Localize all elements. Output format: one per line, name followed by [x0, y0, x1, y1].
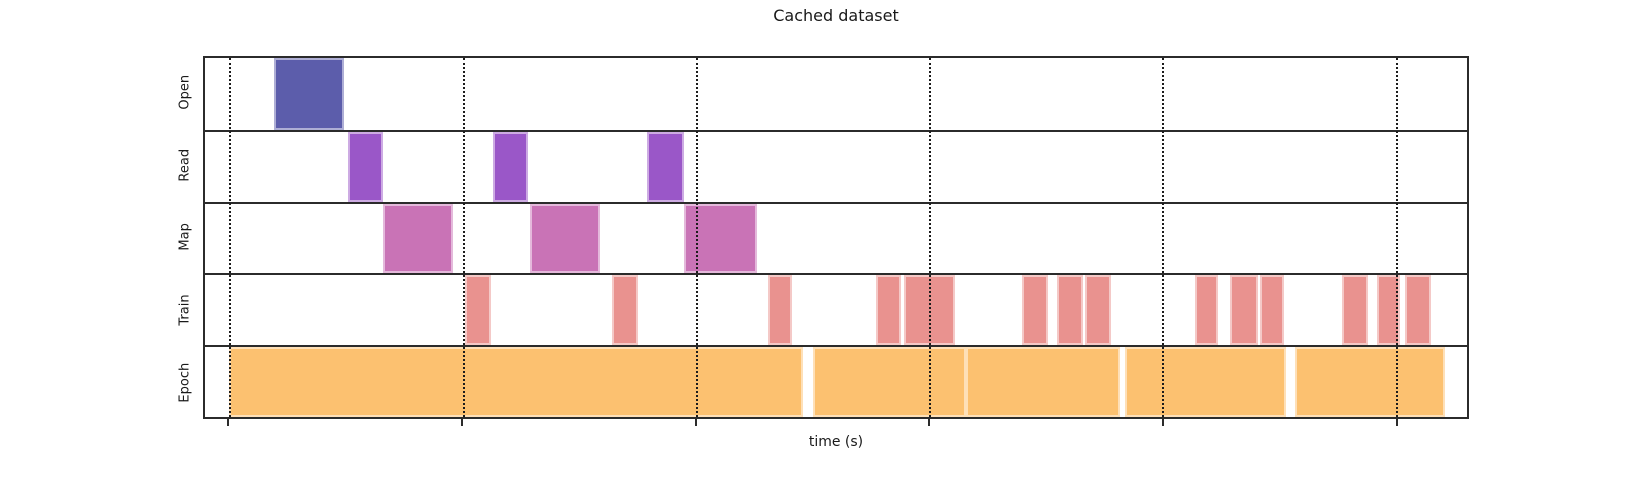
timeline-bar-train-13 [1404, 275, 1431, 346]
x-tick-2 [694, 419, 697, 426]
row-label-epoch: Epoch [177, 362, 193, 403]
row-band-open [205, 58, 1467, 130]
plot-area [203, 56, 1469, 419]
timeline-bar-train-10 [1260, 275, 1284, 346]
timeline-bar-read-1 [493, 131, 528, 202]
timeline-bar-train-8 [1195, 275, 1219, 346]
timeline-bar-train-7 [1085, 275, 1112, 346]
timeline-bar-train-2 [768, 275, 792, 346]
timeline-bar-train-11 [1341, 275, 1368, 346]
timeline-bar-map-0 [383, 203, 454, 274]
row-band-train [205, 273, 1467, 346]
timeline-bar-read-2 [646, 131, 685, 202]
row-label-train: Train [177, 294, 193, 326]
figure-title: Cached dataset [773, 6, 899, 25]
x-tick-4 [1162, 419, 1165, 426]
timeline-bar-train-9 [1230, 275, 1259, 346]
timeline-bar-epoch-0 [229, 347, 804, 417]
timeline-bar-train-1 [611, 275, 638, 346]
gridline-4 [1162, 58, 1165, 417]
timeline-bar-epoch-1 [812, 347, 967, 417]
timeline-bar-epoch-3 [1125, 347, 1286, 417]
timeline-bar-epoch-2 [966, 347, 1121, 417]
timeline-bar-train-6 [1057, 275, 1084, 346]
timeline-bar-epoch-4 [1295, 347, 1445, 417]
row-label-map: Map [177, 223, 193, 252]
x-tick-0 [226, 419, 229, 426]
row-label-open: Open [177, 74, 193, 110]
gridline-2 [695, 58, 698, 417]
x-axis-label: time (s) [808, 434, 864, 450]
timeline-bar-train-5 [1022, 275, 1049, 346]
x-axis-ticks [203, 419, 1469, 427]
timeline-bar-train-4 [903, 275, 955, 346]
timeline-bar-read-0 [348, 131, 384, 202]
row-band-epoch [205, 345, 1467, 417]
timeline-bar-train-0 [465, 275, 491, 346]
timeline-bar-train-12 [1376, 275, 1401, 346]
gridline-5 [1395, 58, 1398, 417]
row-label-read: Read [177, 148, 193, 182]
x-tick-3 [928, 419, 931, 426]
row-band-map [205, 201, 1467, 274]
x-tick-5 [1396, 419, 1399, 426]
gridline-0 [229, 58, 232, 417]
timeline-bar-train-3 [875, 275, 902, 346]
y-axis-row-labels: Open Read Map Train Epoch [168, 56, 202, 419]
timeline-bar-map-1 [530, 203, 601, 274]
gridline-3 [929, 58, 932, 417]
gridline-1 [462, 58, 465, 417]
row-band-read [205, 129, 1467, 202]
x-tick-1 [460, 419, 463, 426]
timeline-bar-open-0 [273, 58, 344, 130]
